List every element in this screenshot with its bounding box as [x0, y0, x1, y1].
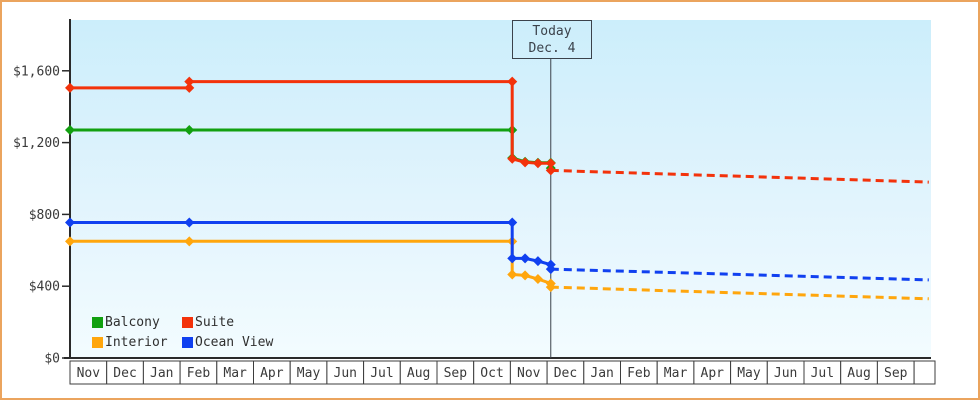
month-label: Sep — [444, 366, 468, 381]
legend-item-interior: Interior — [92, 332, 182, 352]
legend-label: Balcony — [105, 314, 160, 330]
month-label: Mar — [223, 366, 247, 381]
series-marker-ocean-view — [507, 253, 518, 264]
legend-label: Suite — [195, 314, 235, 330]
series-marker-interior — [65, 236, 75, 247]
month-label: Apr — [260, 366, 284, 381]
month-label: Jan — [590, 366, 613, 381]
series-marker-suite — [507, 76, 518, 87]
month-label: Oct — [480, 366, 503, 381]
month-label: Dec — [554, 366, 577, 381]
forecast-line-interior — [550, 285, 929, 301]
legend-item-ocean-view: Ocean View — [182, 332, 273, 352]
series-marker-interior — [545, 282, 556, 293]
month-label: Jun — [774, 366, 797, 381]
plot-background — [71, 20, 931, 358]
month-label: Jun — [334, 366, 357, 381]
month-label: Jul — [811, 366, 834, 381]
y-tick-label: $800 — [29, 208, 60, 223]
month-label: Jan — [150, 366, 173, 381]
series-marker-ocean-view — [65, 217, 75, 228]
month-label: Jul — [370, 366, 393, 381]
month-label: Apr — [701, 366, 725, 381]
month-label: May — [737, 366, 761, 381]
series-marker-suite — [184, 82, 195, 93]
series-marker-suite — [507, 153, 518, 164]
series-marker-interior — [532, 274, 543, 285]
series-marker-suite — [520, 157, 531, 168]
month-label: Nov — [77, 366, 101, 381]
series-marker-ocean-view — [507, 217, 518, 228]
series-marker-ocean-view — [545, 264, 556, 275]
month-cell-empty — [913, 360, 936, 385]
series-marker-suite — [545, 165, 556, 176]
series-marker-ocean-view — [520, 253, 531, 264]
month-label: Feb — [187, 366, 211, 381]
forecast-line-ocean-view — [550, 267, 929, 282]
chart-legend: Balcony Suite Interior Ocean View — [92, 312, 273, 352]
x-axis-line — [64, 357, 931, 359]
today-label-line1: Today — [532, 23, 572, 39]
legend-swatch-icon — [182, 336, 193, 348]
series-marker-interior — [184, 236, 195, 247]
series-marker-suite — [532, 158, 543, 169]
y-axis-line — [69, 19, 71, 359]
series-marker-suite — [184, 76, 195, 87]
y-tick-label: $400 — [29, 280, 60, 295]
series-marker-balcony — [65, 125, 75, 136]
month-label: Dec — [113, 366, 136, 381]
legend-swatch-icon — [92, 316, 103, 328]
legend-item-balcony: Balcony — [92, 312, 182, 332]
series-marker-ocean-view — [184, 217, 195, 228]
month-label: Mar — [664, 366, 688, 381]
month-label: May — [297, 366, 321, 381]
series-marker-interior — [520, 270, 531, 281]
series-marker-balcony — [184, 125, 195, 136]
legend-swatch-icon — [92, 336, 103, 348]
month-label: Feb — [627, 366, 651, 381]
series-marker-suite — [65, 82, 75, 93]
month-label: Aug — [847, 366, 870, 381]
legend-label: Ocean View — [195, 334, 274, 350]
month-label: Nov — [517, 366, 541, 381]
y-tick-label: $1,600 — [13, 64, 60, 79]
series-marker-interior — [507, 269, 518, 280]
today-label-line2: Dec. 4 — [528, 40, 576, 56]
legend-label: Interior — [105, 334, 168, 350]
today-marker-box: Today Dec. 4 — [512, 20, 592, 59]
legend-item-suite: Suite — [182, 312, 273, 332]
month-label: Aug — [407, 366, 430, 381]
legend-swatch-icon — [182, 316, 193, 328]
series-marker-suite — [545, 158, 556, 169]
y-tick-label: $1,200 — [13, 136, 60, 151]
y-tick-label: $0 — [44, 352, 60, 367]
month-label: Sep — [884, 366, 908, 381]
series-marker-ocean-view — [532, 256, 543, 267]
forecast-line-suite — [550, 168, 929, 184]
